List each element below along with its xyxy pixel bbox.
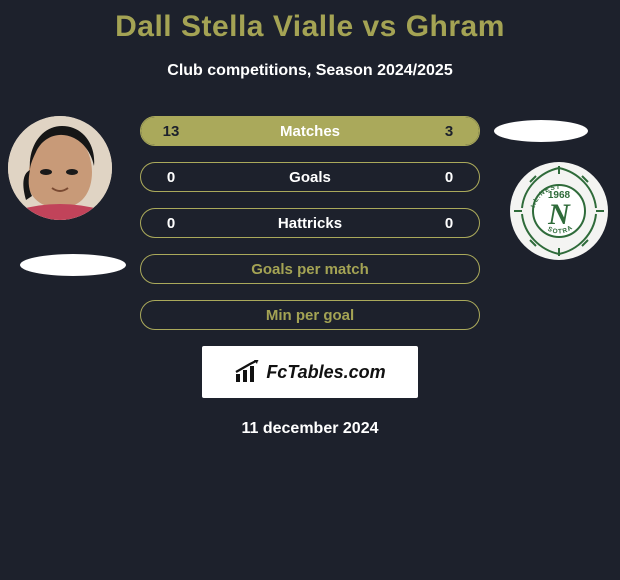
stat-label: Min per goal — [266, 307, 354, 324]
badge-letter: N — [547, 198, 571, 231]
stat-right-value: 0 — [437, 215, 461, 232]
branding-box: FcTables.com — [202, 346, 418, 398]
stat-right-value: 3 — [437, 123, 461, 140]
stat-label: Goals per match — [251, 261, 369, 278]
stat-bars: 13 Matches 3 0 Goals 0 0 Hattricks 0 — [140, 116, 480, 330]
chart-icon — [234, 360, 262, 384]
stat-left-value: 0 — [159, 169, 183, 186]
stat-label: Goals — [289, 169, 331, 186]
comparison-panel: 1968 N I.L.NEST SOTRA 13 Matches 3 — [0, 116, 620, 438]
player-left-avatar — [8, 116, 112, 220]
branding-label: FcTables.com — [266, 362, 385, 383]
stat-bar-mpg: Min per goal — [140, 300, 480, 330]
team-right-oval — [494, 120, 588, 142]
stat-bar-hattricks: 0 Hattricks 0 — [140, 208, 480, 238]
badge-illustration: 1968 N I.L.NEST SOTRA — [510, 162, 608, 260]
stat-label: Hattricks — [278, 215, 342, 232]
page-title: Dall Stella Vialle vs Ghram — [0, 0, 620, 44]
date-label: 11 december 2024 — [10, 420, 610, 438]
subtitle: Club competitions, Season 2024/2025 — [0, 62, 620, 80]
stat-label: Matches — [280, 123, 340, 140]
team-left-oval — [20, 254, 126, 276]
stat-left-value: 0 — [159, 215, 183, 232]
avatar-illustration — [8, 116, 112, 220]
club-right-badge: 1968 N I.L.NEST SOTRA — [510, 162, 608, 260]
stat-left-value: 13 — [159, 123, 183, 140]
stat-right-value: 0 — [437, 169, 461, 186]
stat-bar-gpm: Goals per match — [140, 254, 480, 284]
stat-bar-matches: 13 Matches 3 — [140, 116, 480, 146]
stat-bar-goals: 0 Goals 0 — [140, 162, 480, 192]
